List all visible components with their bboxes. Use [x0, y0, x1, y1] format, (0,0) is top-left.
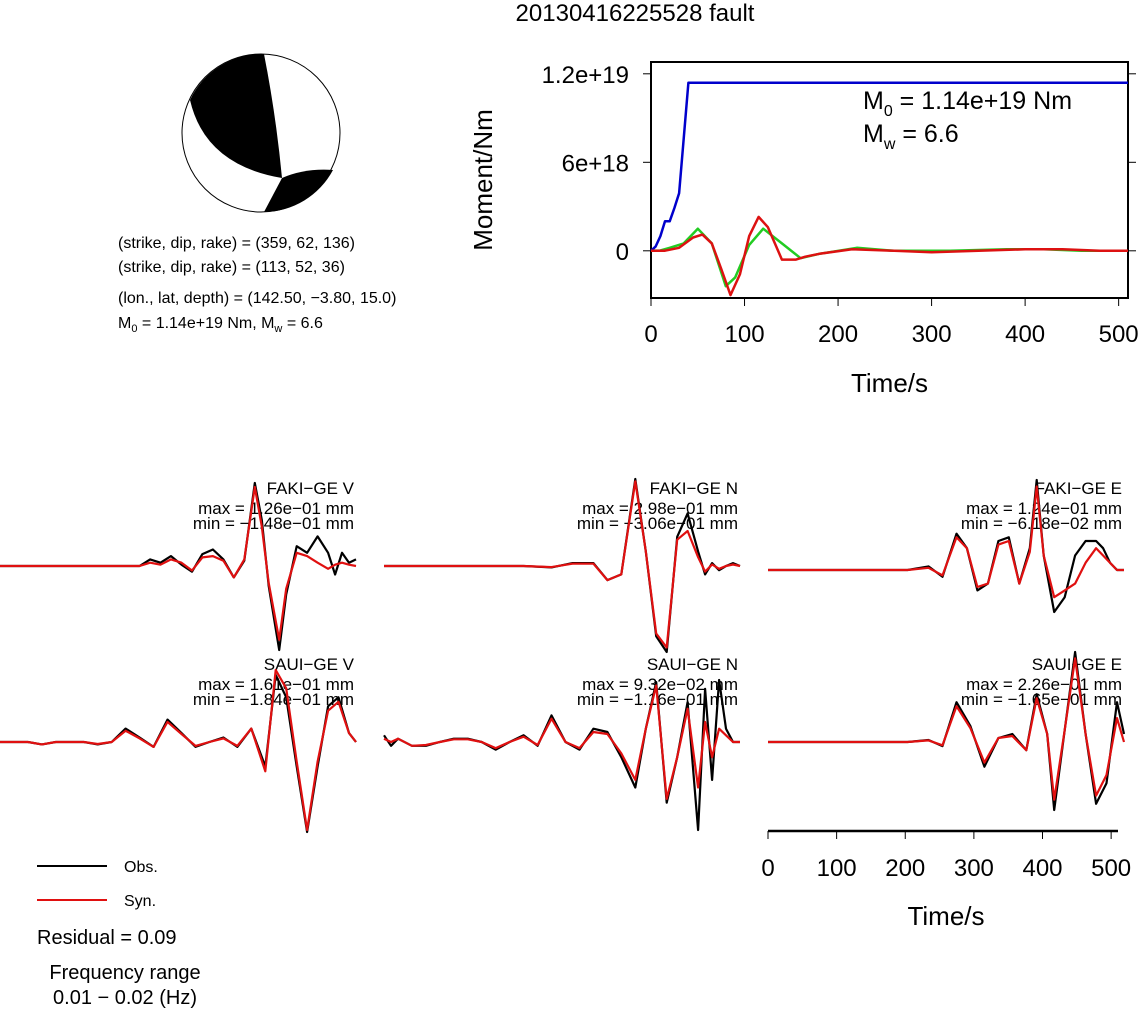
moment-text: M0 = 1.14e+19 Nm, Mw = 6.6	[118, 315, 323, 335]
moment-annotation-mw-prefix: M	[863, 120, 884, 148]
station-label: SAUI−GE N	[647, 655, 738, 674]
moment-annotation-m0-prefix: M	[863, 87, 884, 115]
max-label: max = 1.61e−01 mm	[198, 675, 354, 694]
moment-x-tick-label: 400	[1005, 321, 1045, 348]
plane2-text: (strike, dip, rake) = (113, 52, 36)	[118, 259, 345, 276]
moment-y-axis-label: Moment/Nm	[468, 109, 498, 251]
max-label: max = 2.26e−01 mm	[966, 675, 1122, 694]
moment-x-axis-label: Time/s	[851, 368, 928, 398]
time-axis-tick-label: 400	[1022, 855, 1062, 882]
min-label: min = −3.06e−01 mm	[577, 514, 738, 533]
frequency-title: Frequency range	[49, 962, 200, 984]
location-text: (lon., lat, depth) = (142.50, −3.80, 15.…	[118, 290, 396, 307]
legend-syn-label: Syn.	[124, 893, 156, 910]
legend: Obs. Syn. Residual = 0.09 Frequency rang…	[37, 859, 201, 1009]
moment-x-tick-label: 100	[725, 321, 765, 348]
station-label: FAKI−GE E	[1035, 479, 1122, 498]
max-label: max = 1.24e−01 mm	[966, 499, 1122, 518]
moment-annotation-mw-value: = 6.6	[895, 120, 958, 148]
mechanism-info: (strike, dip, rake) = (359, 62, 136) (st…	[118, 235, 396, 335]
plane1-text: (strike, dip, rake) = (359, 62, 136)	[118, 235, 355, 252]
synthetic-trace	[768, 485, 1124, 599]
frequency-value: 0.01 − 0.02 (Hz)	[53, 987, 197, 1009]
moment-rate-chart: 0 100 200 300 400 500 0 6e+18 1.2e+19 Time/s Momen…	[468, 61, 1139, 398]
synthetic-trace	[384, 480, 741, 649]
beachball	[181, 53, 341, 213]
moment-series-green	[650, 227, 1128, 288]
min-label: min = −1.48e−01 mm	[193, 514, 354, 533]
moment-prefix: M	[118, 315, 131, 332]
mw-value: = 6.6	[282, 315, 323, 332]
moment-x-tick-label: 0	[644, 321, 657, 348]
synthetic-trace	[383, 684, 740, 801]
time-axis-tick-label: 200	[885, 855, 925, 882]
moment-plot-frame	[650, 61, 1129, 299]
synthetic-trace	[0, 485, 357, 641]
time-axis-tick-label: 500	[1091, 855, 1131, 882]
synthetic-trace	[768, 657, 1126, 801]
moment-series-red	[650, 215, 1128, 297]
moment-annotation-m0-value: = 1.14e+19 Nm	[893, 87, 1072, 115]
moment-x-tick-label: 200	[818, 321, 858, 348]
min-label: min = −1.65e−01 mm	[961, 690, 1122, 709]
time-axis-label: Time/s	[907, 901, 984, 931]
waveform-time-axis: 0 100 200 300 400 500 Time/s	[761, 829, 1131, 931]
moment-series-blue	[650, 81, 1128, 252]
max-label: max = 1.26e−01 mm	[198, 499, 354, 518]
moment-y-tick-label: 0	[616, 239, 629, 266]
max-label: max = 9.32e−02 mm	[582, 675, 738, 694]
figure-title: 20130416225528 fault	[516, 0, 755, 27]
moment-annotation-m0-subscript: 0	[884, 103, 893, 120]
legend-obs-label: Obs.	[124, 859, 158, 876]
moment-y-tick-label: 6e+18	[562, 150, 629, 177]
moment-x-tick-label: 500	[1099, 321, 1139, 348]
time-axis-tick-label: 0	[761, 855, 774, 882]
residual-text: Residual = 0.09	[37, 927, 177, 949]
time-axis-tick-label: 100	[817, 855, 857, 882]
beachball-compression-quadrant-2	[264, 169, 333, 212]
synthetic-trace	[0, 668, 357, 832]
moment-annotation-mw-subscript: w	[883, 136, 896, 153]
moment-annotation-mw: Mw = 6.6	[863, 120, 959, 153]
beachball-compression-quadrant-1	[190, 53, 282, 178]
time-axis-tick-label: 300	[954, 855, 994, 882]
mw-subscript: w	[273, 323, 282, 335]
moment-subscript: 0	[131, 323, 137, 335]
station-label: SAUI−GE V	[264, 655, 355, 674]
moment-annotation-m0: M0 = 1.14e+19 Nm	[863, 87, 1072, 120]
moment-x-tick-label: 300	[912, 321, 952, 348]
max-label: max = 2.98e−01 mm	[582, 499, 738, 518]
moment-y-tick-label: 1.2e+19	[542, 62, 629, 89]
station-label: FAKI−GE N	[650, 479, 738, 498]
observed-trace	[383, 678, 740, 832]
moment-value: = 1.14e+19 Nm, M	[137, 315, 274, 332]
station-label: FAKI−GE V	[267, 479, 355, 498]
